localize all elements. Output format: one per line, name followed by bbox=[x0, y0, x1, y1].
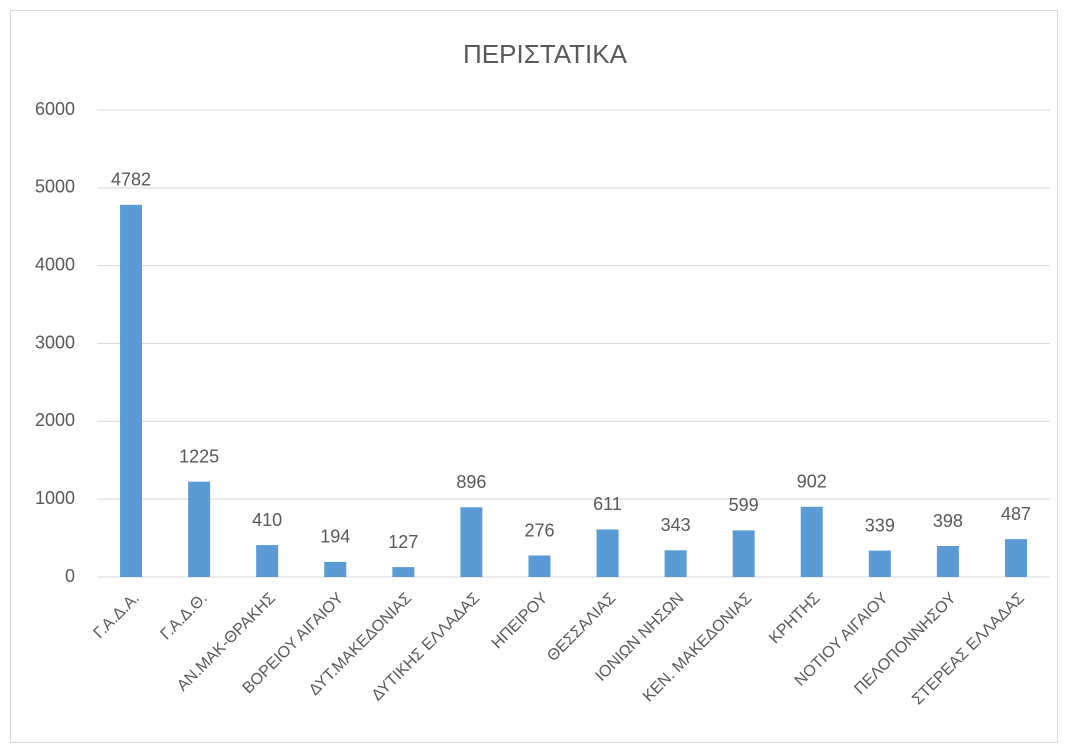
value-label: 194 bbox=[320, 527, 350, 547]
bar bbox=[800, 506, 823, 577]
value-label: 487 bbox=[1001, 504, 1031, 524]
y-tick-label: 1000 bbox=[35, 488, 75, 508]
bar bbox=[664, 550, 687, 577]
value-label: 339 bbox=[865, 515, 895, 535]
bar bbox=[188, 481, 211, 577]
bar bbox=[596, 529, 619, 577]
bar bbox=[732, 530, 755, 577]
bar bbox=[1004, 539, 1027, 577]
bar bbox=[528, 555, 551, 577]
chart-border bbox=[10, 10, 1058, 743]
y-tick-label: 6000 bbox=[35, 99, 75, 119]
y-tick-label: 2000 bbox=[35, 410, 75, 430]
value-label: 4782 bbox=[111, 170, 151, 190]
bar bbox=[460, 507, 483, 577]
value-label: 902 bbox=[797, 472, 827, 492]
value-label: 398 bbox=[933, 511, 963, 531]
value-label: 1225 bbox=[179, 446, 219, 466]
bar bbox=[868, 550, 891, 577]
bar bbox=[392, 567, 415, 577]
bar bbox=[324, 561, 347, 577]
value-label: 276 bbox=[524, 520, 554, 540]
bar bbox=[256, 545, 279, 577]
bar bbox=[120, 204, 143, 577]
y-tick-label: 5000 bbox=[35, 177, 75, 197]
value-label: 127 bbox=[388, 532, 418, 552]
y-tick-label: 3000 bbox=[35, 332, 75, 352]
chart-title: ΠΕΡΙΣΤΑΤΙΚΑ bbox=[463, 39, 628, 69]
value-label: 896 bbox=[456, 472, 486, 492]
y-tick-label: 0 bbox=[65, 566, 75, 586]
value-label: 343 bbox=[661, 515, 691, 535]
y-tick-label: 4000 bbox=[35, 254, 75, 274]
value-label: 410 bbox=[252, 510, 282, 530]
value-label: 599 bbox=[729, 495, 759, 515]
bar bbox=[936, 546, 959, 577]
value-label: 611 bbox=[593, 494, 622, 514]
